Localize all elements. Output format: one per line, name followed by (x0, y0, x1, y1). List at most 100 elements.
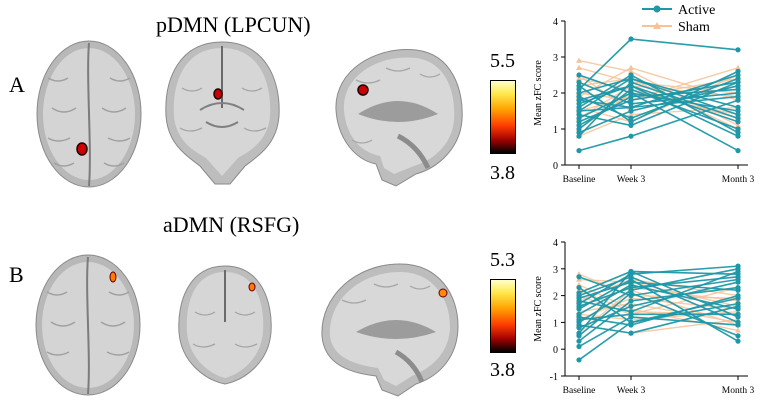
legend-active-marker (653, 5, 661, 13)
active-data-point (576, 104, 582, 110)
active-data-point (628, 97, 634, 103)
panel-a-title: pDMN (LPCUN) (156, 12, 311, 37)
active-data-point (576, 115, 582, 121)
active-data-point (628, 290, 634, 296)
activation-blob (213, 88, 223, 100)
legend-sham-label: Sham (678, 20, 710, 35)
panel-b-letter: B (9, 262, 24, 287)
active-data-point (576, 274, 582, 280)
active-data-point (576, 126, 582, 132)
y-tick-label: 3 (553, 53, 558, 64)
active-data-point (735, 133, 741, 139)
sagittal-brain-slice-a (335, 49, 463, 187)
active-data-point (735, 263, 741, 269)
active-data-point (576, 86, 582, 92)
y-tick-label: 0 (553, 161, 558, 172)
active-data-point (628, 311, 634, 317)
active-data-point (576, 122, 582, 128)
active-data-point (735, 274, 741, 280)
y-tick-label: 1 (553, 125, 558, 136)
active-data-point (628, 90, 634, 96)
active-data-point (735, 83, 741, 89)
y-tick-label: 3 (553, 265, 558, 276)
y-axis-label: Mean zFC score (533, 60, 544, 126)
active-data-point (628, 279, 634, 285)
active-data-point (735, 79, 741, 85)
active-data-point (735, 90, 741, 96)
colorbar-b (490, 279, 516, 353)
sham-data-point (735, 122, 741, 128)
active-data-point (735, 72, 741, 78)
y-tick-label: 0 (553, 345, 558, 356)
x-tick-label: Month 3 (722, 175, 755, 185)
active-data-point (628, 268, 634, 275)
active-data-point (628, 108, 634, 114)
active-data-point (576, 130, 582, 136)
active-data-point (628, 83, 634, 89)
active-data-point (628, 319, 634, 325)
sagittal-brain-slice-b (321, 263, 459, 397)
active-data-point (735, 322, 741, 328)
colorbar-a (490, 80, 516, 154)
x-tick-label: Week 3 (617, 175, 646, 185)
active-data-point (735, 130, 741, 136)
active-data-point (628, 36, 634, 42)
active-data-point (628, 298, 634, 304)
active-data-point (576, 290, 582, 296)
active-data-point (576, 333, 582, 339)
active-data-point (628, 133, 634, 139)
panel-b-title: aDMN (RSFG) (163, 212, 300, 237)
y-tick-label: 2 (553, 292, 558, 303)
active-data-point (735, 76, 741, 82)
chart-b: -1 0 1 2 3 4 Baseline Week 3 Month 3 Mean zFC sco… (533, 238, 755, 396)
active-data-point (576, 101, 582, 107)
active-data-point (576, 72, 582, 78)
active-data-point (735, 295, 741, 301)
x-tick-label: Baseline (563, 386, 596, 396)
active-data-point (735, 86, 741, 92)
activation-blob (76, 142, 88, 156)
active-data-point (576, 317, 582, 323)
active-data-point (576, 133, 582, 139)
active-data-point (576, 83, 582, 89)
sham-data-point (735, 327, 741, 333)
active-data-point (735, 104, 741, 110)
active-data-point (628, 119, 634, 125)
sham-data-point (628, 64, 634, 70)
active-data-point (576, 311, 582, 317)
active-data-point (576, 322, 582, 328)
active-data-point (576, 94, 582, 100)
active-data-point (735, 115, 741, 121)
activation-blob (109, 271, 117, 283)
active-data-point (576, 90, 582, 96)
active-data-point (735, 287, 741, 293)
active-data-point (735, 112, 741, 118)
active-data-point (735, 94, 741, 100)
sham-data-point (628, 68, 634, 74)
colorbar-b-min: 3.8 (490, 359, 515, 381)
active-data-point (735, 119, 741, 125)
sham-data-point (576, 64, 582, 70)
y-tick-label: 4 (553, 238, 558, 249)
sham-data-point (576, 75, 582, 81)
active-data-point (576, 343, 582, 350)
axial-brain-slice-a (36, 40, 142, 188)
active-data-point (576, 338, 582, 344)
active-data-point (735, 311, 741, 317)
y-tick-label: -1 (550, 372, 558, 383)
active-data-point (735, 338, 741, 344)
colorbar-b-max: 5.3 (490, 249, 515, 271)
axial-brain-slice-b (35, 254, 141, 396)
active-data-point (735, 148, 741, 154)
active-data-point (576, 284, 582, 291)
x-tick-label: Month 3 (722, 386, 755, 396)
active-data-point (576, 108, 582, 114)
active-data-point (735, 279, 741, 285)
y-axis-label: Mean zFC score (533, 276, 544, 342)
active-data-point (735, 97, 741, 103)
active-data-point (735, 333, 741, 339)
sham-data-point (735, 64, 741, 70)
active-data-point (628, 76, 634, 82)
coronal-brain-slice-a (165, 41, 280, 185)
active-data-point (628, 72, 634, 78)
